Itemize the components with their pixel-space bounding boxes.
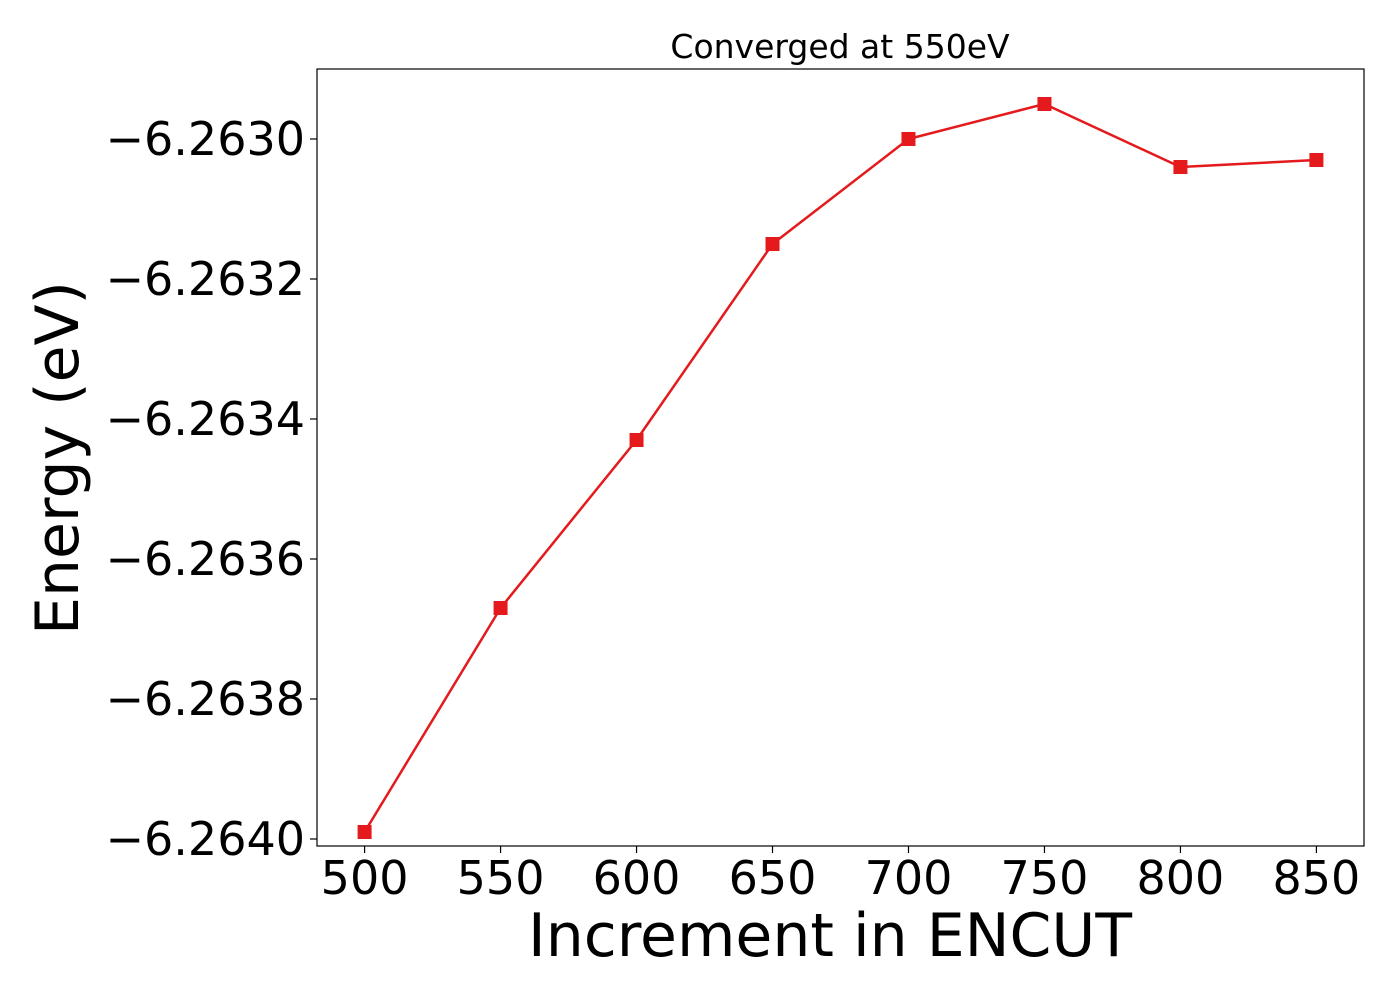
x-ticks: 500 550 600 650 700 750 800 850 <box>321 846 1361 905</box>
data-point-marker <box>357 825 372 839</box>
x-tick-label: 500 <box>321 851 409 905</box>
data-point-marker <box>629 433 644 447</box>
data-point-marker <box>765 237 780 251</box>
y-tick-label: −6.2632 <box>106 252 306 306</box>
x-tick-label: 700 <box>865 851 953 905</box>
data-point-marker <box>1309 153 1324 167</box>
data-point-marker <box>1173 160 1188 174</box>
y-ticks: −6.2640 −6.2638 −6.2636 −6.2634 −6.2632 −6.26… <box>106 112 317 866</box>
y-tick-label: −6.2636 <box>106 532 306 586</box>
y-axis-label: Energy (eV) <box>23 281 93 635</box>
data-point-marker <box>1037 97 1052 111</box>
x-axis-label: Increment in ENCUT <box>528 901 1132 971</box>
series-layer <box>357 97 1324 839</box>
x-tick-label: 800 <box>1137 851 1225 905</box>
data-point-marker <box>901 132 916 146</box>
x-tick-label: 850 <box>1273 851 1361 905</box>
y-tick-label: −6.2634 <box>106 392 306 446</box>
y-tick-label: −6.2638 <box>106 672 306 726</box>
y-tick-label: −6.2640 <box>106 812 306 866</box>
x-tick-label: 550 <box>457 851 545 905</box>
x-tick-label: 650 <box>729 851 817 905</box>
data-point-marker <box>493 601 508 615</box>
x-tick-label: 750 <box>1001 851 1089 905</box>
plot-area <box>316 68 1365 847</box>
chart-title: Converged at 550eV <box>670 27 1010 66</box>
y-tick-label: −6.2630 <box>106 112 306 166</box>
x-tick-label: 600 <box>593 851 681 905</box>
series-line <box>363 102 1317 833</box>
